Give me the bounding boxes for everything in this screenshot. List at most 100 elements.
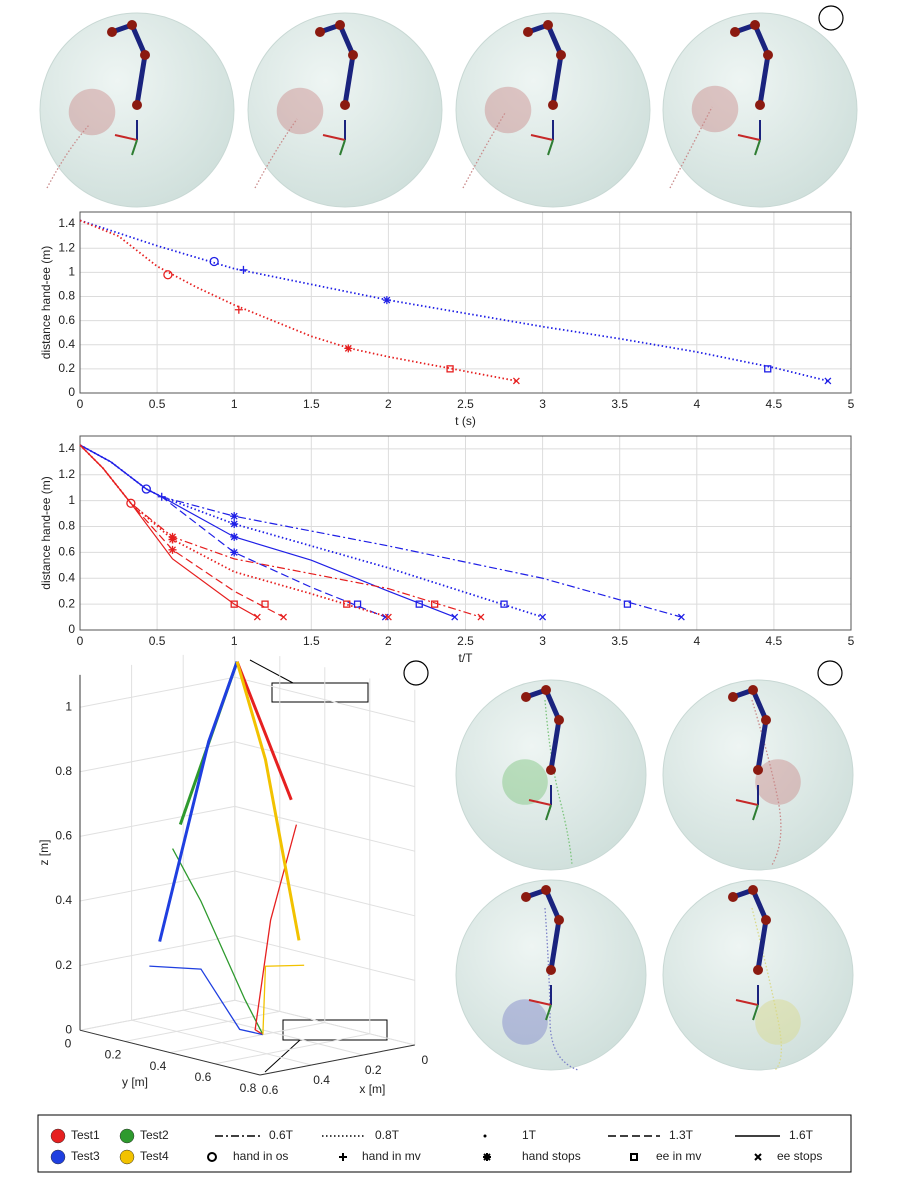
marker <box>230 512 239 521</box>
marker <box>539 613 547 621</box>
grid-line <box>79 805 235 837</box>
hand-sphere <box>68 88 116 136</box>
y-tick-label: 0 <box>68 622 75 636</box>
robot-joint <box>543 20 553 30</box>
x-tick-label: 1.5 <box>303 634 320 648</box>
x-tick-label: 2.5 <box>457 634 474 648</box>
legend-swatch <box>50 1128 66 1144</box>
y-tick-label: 1 <box>68 493 75 507</box>
marker <box>239 265 248 274</box>
frame-axis <box>754 139 761 156</box>
y-tick-label: 0.6 <box>195 1070 212 1084</box>
z-tick-label: 0.2 <box>55 958 72 972</box>
marker <box>415 600 423 608</box>
callout-line <box>264 1039 301 1073</box>
legend-label: 0.6T <box>269 1128 294 1142</box>
legend-line <box>483 1134 487 1138</box>
marker <box>253 613 261 621</box>
robot-joint <box>340 100 350 110</box>
y-tick-label: 1.4 <box>58 441 75 455</box>
x-tick-label: 1 <box>231 397 238 411</box>
x-axis-label: t (s) <box>455 414 476 428</box>
y-axis-label: distance hand-ee (m) <box>39 246 53 359</box>
grid-line <box>234 676 415 723</box>
robot-joint <box>521 692 531 702</box>
hand-trace <box>254 118 298 189</box>
legend-label: ee in mv <box>656 1149 701 1163</box>
marker <box>126 498 136 508</box>
x-tick-label: 4 <box>693 634 700 648</box>
grid-line <box>234 999 415 1046</box>
frame-axis <box>339 139 346 156</box>
x-tick-label: 5 <box>848 397 855 411</box>
marker <box>344 344 353 353</box>
marker <box>230 532 239 541</box>
hand-sphere <box>276 87 324 135</box>
grid-line <box>234 805 415 852</box>
robot-joint <box>556 50 566 60</box>
marker <box>168 532 177 541</box>
x-tick-label: 2.5 <box>457 397 474 411</box>
y-axis-label: distance hand-ee (m) <box>39 476 53 589</box>
plot-frame <box>79 435 852 631</box>
robot-joint <box>554 715 564 725</box>
y-tick-label: 0.6 <box>58 545 75 559</box>
marker <box>209 256 219 267</box>
frame-axis <box>735 799 759 806</box>
marker <box>207 1152 217 1162</box>
robot-joint <box>728 692 738 702</box>
callout-box <box>282 1019 388 1041</box>
y-tick-label: 1 <box>68 265 75 279</box>
data-line <box>235 661 293 801</box>
grid-line <box>234 741 415 788</box>
y-tick-label: 1.2 <box>58 467 75 481</box>
grid-line <box>79 741 235 773</box>
robot-joint <box>728 892 738 902</box>
frame-axis <box>114 134 138 141</box>
z-tick-label: 0 <box>65 1022 72 1036</box>
y-tick-label: 0.4 <box>58 570 75 584</box>
hand-sphere <box>484 86 532 134</box>
illustrations <box>39 12 858 1071</box>
robot-joint <box>730 27 740 37</box>
robot-joint <box>521 892 531 902</box>
legend-label: ee stops <box>777 1149 822 1163</box>
robot-joint <box>763 50 773 60</box>
marker <box>343 600 351 608</box>
data-line <box>235 661 301 941</box>
frame-axis <box>528 799 552 806</box>
legend-label: Test4 <box>140 1149 169 1163</box>
marker <box>623 600 632 608</box>
marker <box>824 377 832 385</box>
marker <box>677 613 685 621</box>
x-tick-label: 3 <box>539 634 546 648</box>
grid-line <box>234 870 415 917</box>
y-tick-label: 0.4 <box>150 1059 167 1073</box>
marker <box>384 613 392 621</box>
y-axis-label: y [m] <box>122 1075 148 1089</box>
frame-axis <box>547 139 554 156</box>
hand-trace <box>669 106 713 189</box>
marker <box>431 600 439 608</box>
robot-joint <box>541 685 551 695</box>
data-line <box>158 661 239 942</box>
legend-label: 1.3T <box>669 1128 694 1142</box>
robot-joint <box>315 27 325 37</box>
legend-swatch <box>50 1149 66 1165</box>
axis-line <box>259 1044 415 1076</box>
marker <box>353 600 362 608</box>
data-line <box>79 219 829 382</box>
x-tick-label: 0.5 <box>149 634 166 648</box>
frame-axis <box>545 1004 552 1021</box>
frame-axis <box>752 1004 759 1021</box>
data-line <box>254 824 298 1036</box>
legend-label: Test3 <box>71 1149 100 1163</box>
legend-label: hand in mv <box>362 1149 421 1163</box>
z-tick-label: 1 <box>65 699 72 713</box>
data-line <box>79 444 682 618</box>
plot-frame <box>79 211 852 394</box>
data-line <box>149 965 264 1036</box>
x-tick-label: 4.5 <box>766 397 783 411</box>
grid-line <box>234 935 415 981</box>
